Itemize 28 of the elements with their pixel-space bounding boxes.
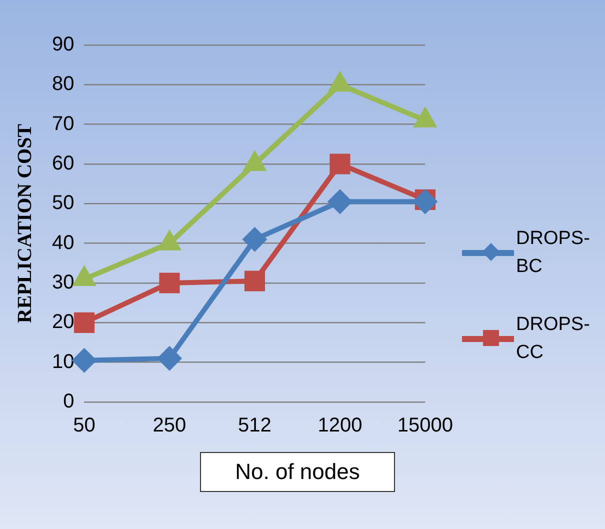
point (158, 346, 181, 370)
x-tick-label: 250 (152, 414, 186, 437)
point (72, 348, 96, 372)
point (244, 270, 265, 292)
y-tick-label: 10 (52, 350, 74, 373)
point (414, 190, 437, 214)
point (159, 272, 180, 294)
x-tick-label: 512 (238, 414, 272, 437)
point (330, 154, 350, 174)
legend-label: DROPS-BC (516, 227, 591, 279)
y-tick-label: 60 (52, 152, 74, 175)
point (328, 190, 352, 214)
y-tick-label: 20 (52, 311, 74, 334)
y-tick-label: 90 (52, 34, 74, 56)
y-tick-label: 0 (63, 390, 74, 413)
x-tick-label: 50 (73, 414, 96, 437)
point (243, 228, 266, 251)
point (74, 312, 95, 333)
y-axis-title: REPLICATION COST (14, 123, 36, 324)
y-tick-label: 50 (52, 192, 74, 214)
legend-label: DROPS-CC (516, 313, 591, 365)
y-tick-label: 70 (52, 112, 74, 135)
x-tick-label: 1200 (318, 414, 362, 437)
y-tick-label: 30 (52, 272, 74, 294)
x-tick-label: 15000 (397, 414, 454, 437)
y-tick-label: 40 (52, 232, 74, 254)
y-tick-label: 80 (52, 73, 74, 96)
x-axis-title: No. of nodes (200, 452, 395, 492)
